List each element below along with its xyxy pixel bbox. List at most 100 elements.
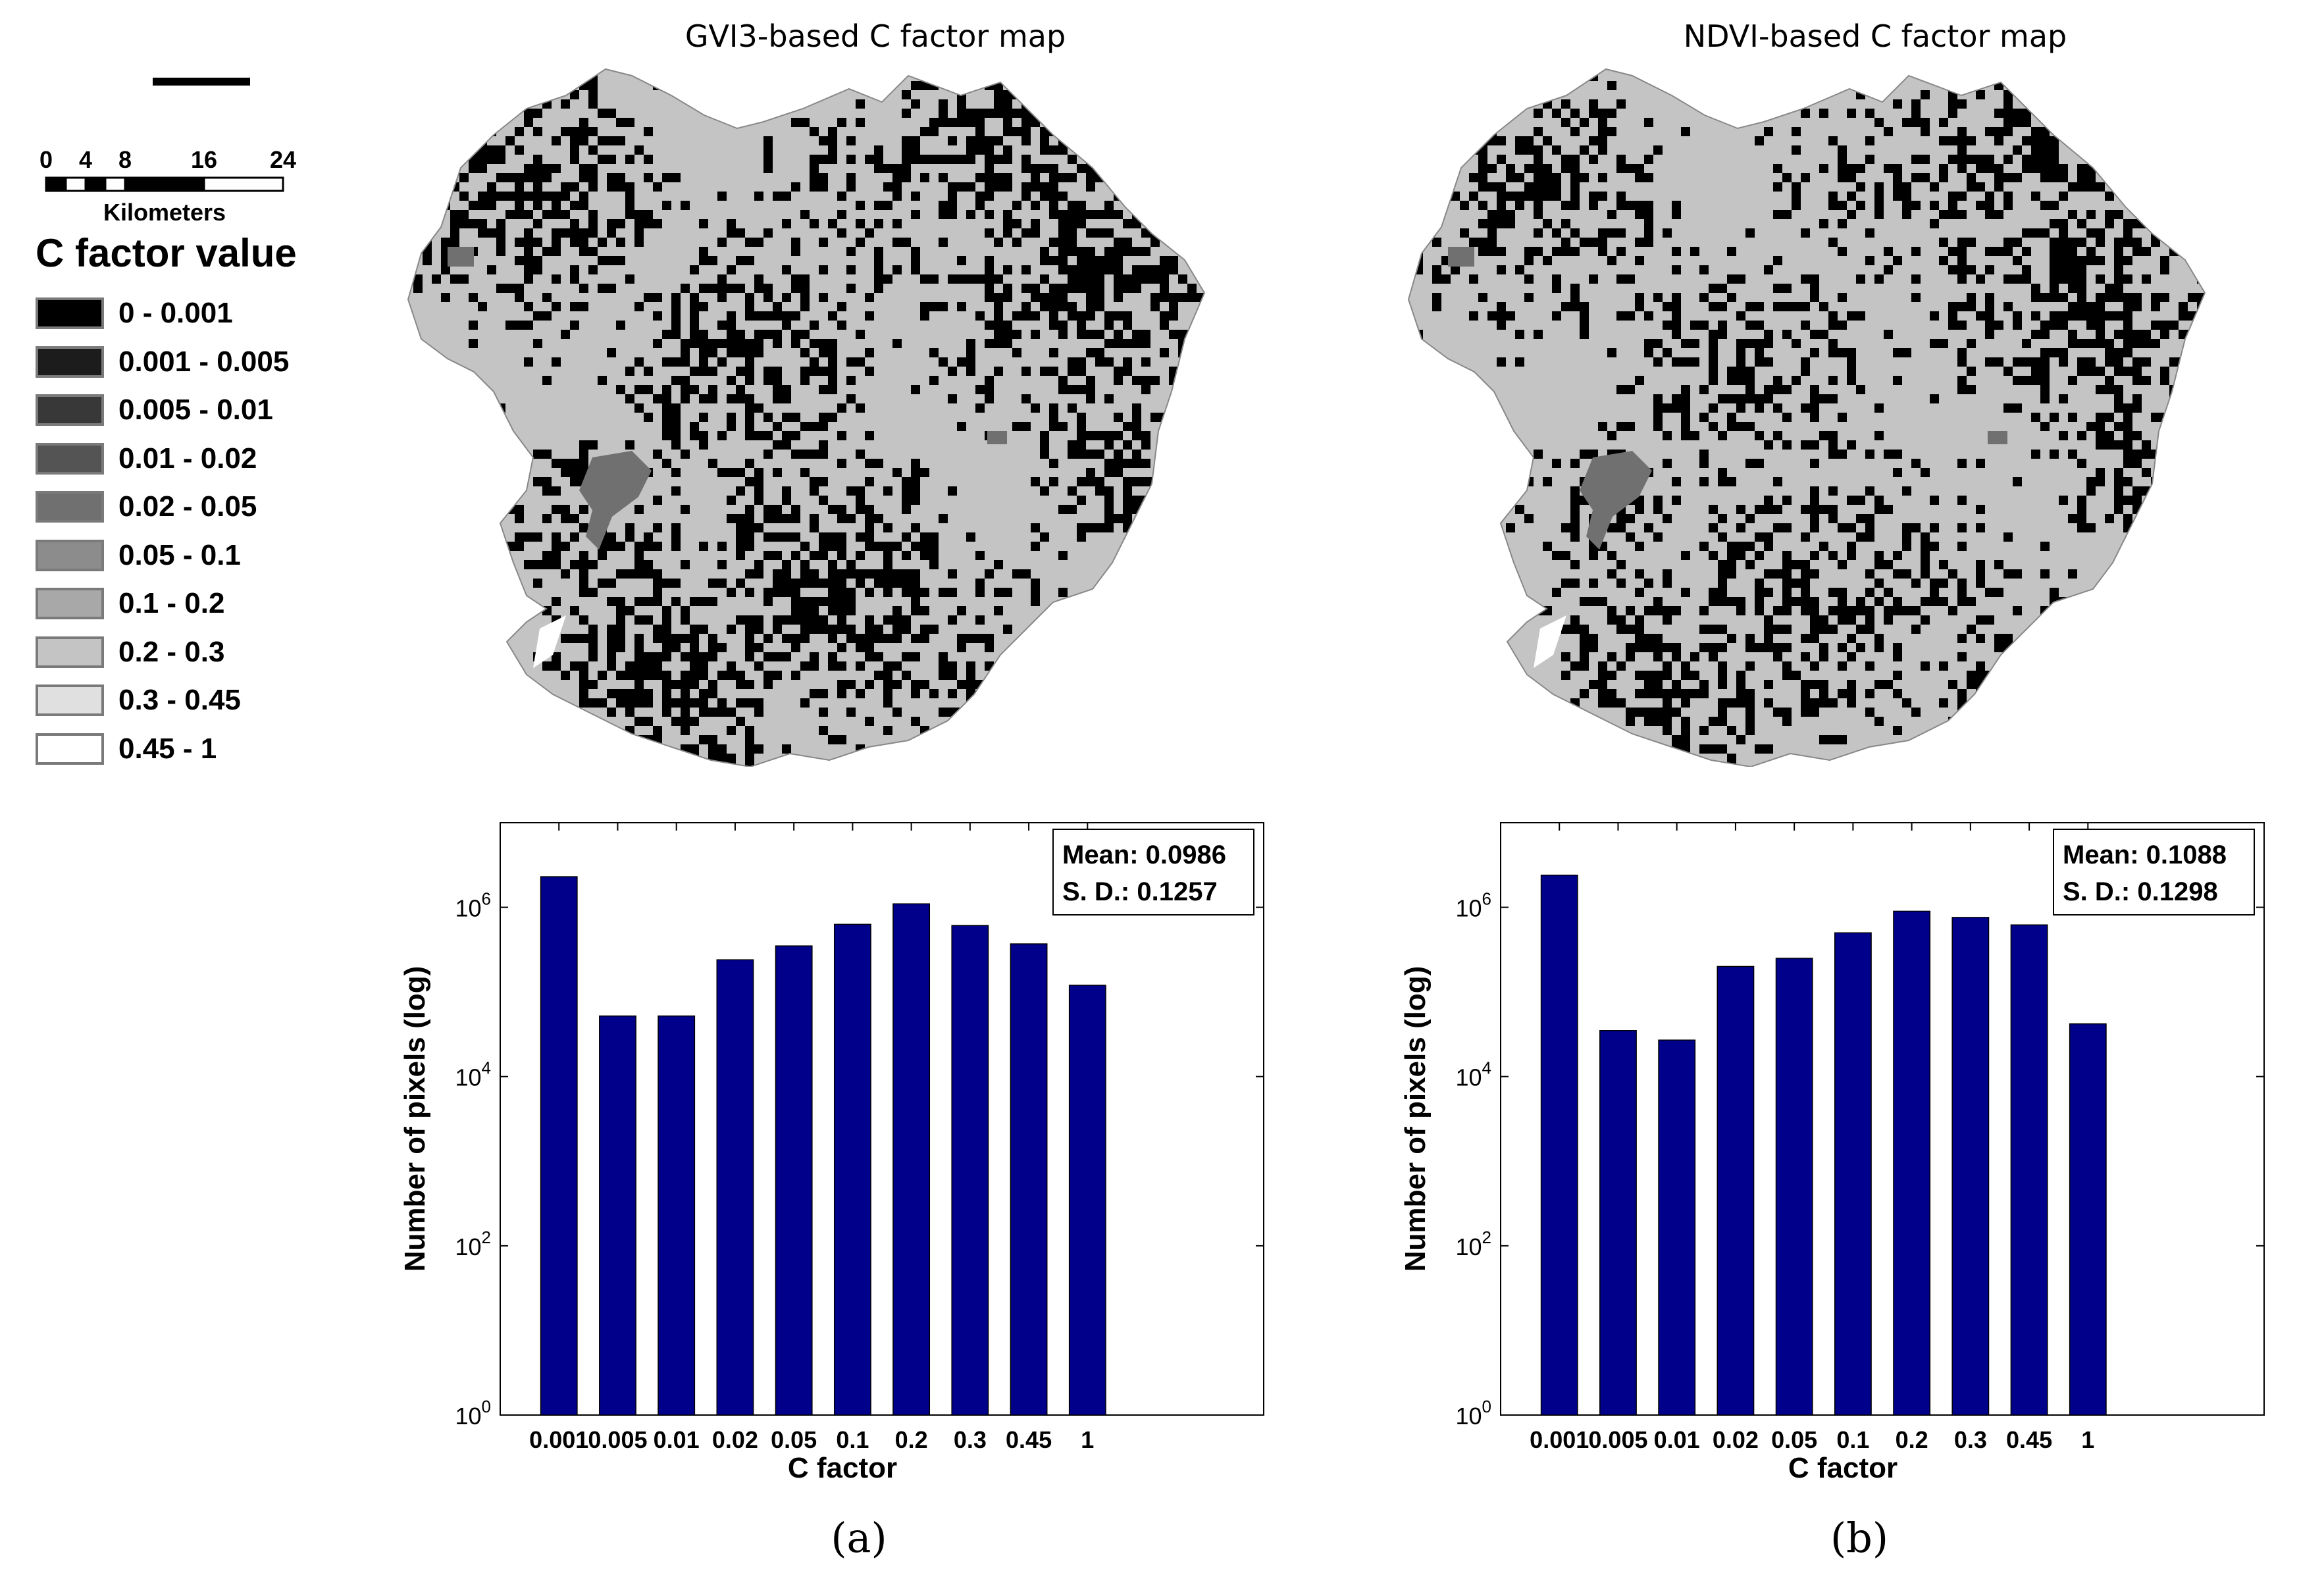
legend-swatch [36,346,104,378]
bar-0.3 [1951,917,1990,1416]
x-tick-label: 0.3 [1954,1426,1987,1453]
map-urban-area [1580,451,1652,550]
y-tick-label: 104 [455,1058,491,1091]
map-title-a: GVI3-based C factor map [684,18,1066,54]
bar-0.1 [1834,932,1872,1416]
scale-tick-label: 4 [79,146,92,173]
scale-bar-segment [104,176,126,192]
bar-0.001 [1540,874,1578,1416]
legend-item: 0.2 - 0.3 [36,636,365,673]
x-tick-label: 0.02 [1713,1426,1759,1453]
x-tick-label: 0.005 [1588,1426,1647,1453]
bar-0.45 [1010,943,1048,1416]
scale-bar-segment [203,176,284,192]
x-tick-label: 0.001 [529,1426,588,1453]
x-tick-label: 0.3 [954,1426,987,1453]
map-legend: 0 4 8 16 24 Kilometers C factor value 0 - 0.0… [0,0,369,790]
legend-item: 0.01 - 0.02 [36,442,365,480]
legend-item: 0.02 - 0.05 [36,491,365,528]
map-outline [407,68,1206,767]
histogram-b: 100 102 104 106 0.001 0.005 0.01 0.02 0.05 0.1 0.2… [1399,822,2265,1484]
bar-0.001 [540,876,578,1416]
bar-1 [1068,985,1106,1416]
legend-label: 0.05 - 0.1 [118,538,241,571]
legend-label: 0 - 0.001 [118,297,233,329]
legend-label: 0.3 - 0.45 [118,684,241,716]
scale-bar-segment [65,176,87,192]
bar-0.02 [716,959,754,1416]
x-tick-label: 0.01 [654,1426,700,1453]
y-tick-label: 100 [1455,1397,1491,1430]
x-tick-label: 0.2 [1896,1426,1928,1453]
bar-0.02 [1717,966,1755,1416]
stats-sd: S. D.: 0.1257 [1062,877,1218,906]
legend-label: 0.001 - 0.005 [118,345,290,378]
bar-0.1 [833,923,871,1416]
x-tick-label: 0.02 [712,1426,758,1453]
y-tick-label: 100 [455,1397,491,1430]
y-axis-label: Number of pixels (log) [399,966,431,1272]
legend-swatch [36,394,104,426]
scale-tick-label: 24 [270,146,296,173]
map-title-b: NDVI-based C factor map [1683,18,2067,54]
legend-item: 0.3 - 0.45 [36,684,365,721]
legend-swatch [36,491,104,523]
x-tick-label: 0.45 [1006,1426,1052,1453]
scale-bar-segment [124,176,205,192]
bar-0.2 [892,903,931,1416]
y-tick-label: 102 [455,1227,491,1260]
histogram-a: 100 102 104 106 0.001 0.005 0.01 0.02 0.05 0.1 0.2… [399,822,1264,1484]
x-tick-label: 0.05 [1771,1426,1817,1453]
legend-label: 0.2 - 0.3 [118,635,225,668]
bar-0.005 [599,1015,636,1416]
scale-bar-segment [84,176,107,192]
c-factor-map-a [407,68,1206,767]
legend-label: 0.1 - 0.2 [118,587,225,619]
scale-bar: 0 4 8 16 24 Kilometers [39,146,296,224]
y-tick-label: 106 [455,889,491,922]
legend-item: 0.45 - 1 [36,733,365,770]
legend-swatch [36,442,104,475]
legend-label: 0.45 - 1 [118,732,217,765]
north-scale-graphic: 0 4 8 16 24 Kilometers [39,78,296,224]
legend-item: 0.1 - 0.2 [36,588,365,625]
stats-sd: S. D.: 0.1298 [2063,877,2218,906]
legend-swatch [36,733,104,765]
x-tick-label: 0.45 [2006,1426,2052,1453]
bar-0.05 [775,945,813,1416]
map-urban-area [579,451,652,550]
stats-box [1052,829,1254,915]
x-tick-label: 1 [1081,1426,1094,1453]
legend-label: 0.005 - 0.01 [118,394,273,426]
x-tick-label: 0.05 [771,1426,817,1453]
map-outline [1407,68,2206,767]
x-tick-label: 0.01 [1654,1426,1700,1453]
x-tick-label: 0.001 [1530,1426,1589,1453]
y-tick-label: 102 [1455,1227,1491,1260]
legend-item: 0.05 - 0.1 [36,538,365,577]
scale-bar-segment [45,176,67,192]
x-tick-label: 1 [2081,1426,2094,1453]
scale-tick-label: 0 [39,146,53,173]
c-factor-map-b [1407,68,2206,767]
legend-item: 0.001 - 0.005 [36,346,365,383]
scale-unit-label: Kilometers [103,199,226,224]
bar-0.01 [658,1015,696,1416]
legend-swatch [36,297,104,329]
x-tick-label: 0.005 [588,1426,647,1453]
y-axis-label: Number of pixels (log) [1399,966,1432,1272]
x-tick-label: 0.1 [1836,1426,1869,1453]
x-tick-label: 0.1 [836,1426,869,1453]
stats-mean: Mean: 0.0986 [1062,840,1226,869]
bar-0.3 [951,925,989,1416]
bar-0.45 [2010,924,2048,1416]
panel-label-a: (a) [831,1514,887,1562]
panel-label-b: (b) [1830,1514,1889,1562]
stats-box [2053,829,2255,915]
y-tick-label: 106 [1455,889,1491,922]
x-tick-label: 0.2 [895,1426,928,1453]
legend-label: 0.01 - 0.02 [118,442,257,475]
bar-0.05 [1775,958,1813,1416]
bar-1 [2069,1023,2107,1416]
